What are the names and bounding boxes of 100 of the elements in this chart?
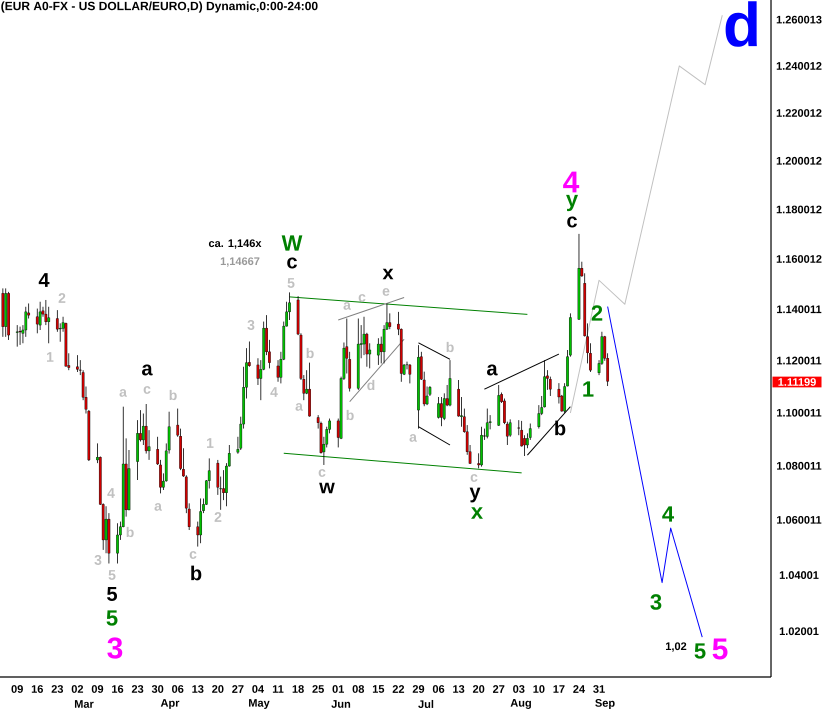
- x-tick-label: 03: [513, 685, 525, 693]
- candlestick: [199, 498, 202, 544]
- text: Apr: [160, 699, 180, 709]
- chart-title: (EUR A0-FX - US DOLLAR/EURO,D) Dynamic,0:00-24:00: [1, 1, 318, 13]
- candlestick: [437, 396, 440, 419]
- annotation: a: [487, 364, 498, 376]
- x-tick-label: 13: [192, 685, 204, 693]
- annotation: a: [344, 302, 351, 310]
- y-tick-label: 1.260013: [776, 16, 822, 24]
- candlestick: [388, 312, 392, 330]
- candlestick: [148, 430, 150, 460]
- annotation: b: [126, 526, 134, 538]
- x-tick-label: 18: [292, 685, 304, 693]
- candlestick: [376, 338, 380, 366]
- annotation: 3: [107, 637, 122, 659]
- annotation: y: [470, 488, 480, 502]
- x-tick-label: 25: [312, 685, 324, 693]
- y-tick-label: 1.160012: [776, 255, 822, 263]
- x-tick-label: 13: [453, 685, 464, 693]
- annotation: c: [470, 474, 478, 482]
- candlestick: [116, 522, 119, 564]
- annotation: a: [296, 403, 303, 411]
- candlestick: [486, 408, 489, 439]
- annotation: e: [382, 288, 390, 296]
- x-tick-label: 22: [392, 685, 404, 693]
- y-tick-label: 1.080011: [777, 462, 822, 470]
- candlestick: [76, 354, 79, 372]
- candlestick: [362, 316, 366, 356]
- annotation: x: [471, 507, 483, 519]
- y-tick-label: 1.220012: [776, 109, 822, 117]
- x-tick-label: 23: [132, 685, 144, 693]
- x-tick-label: 16: [112, 685, 124, 693]
- y-tick-label: 1.02001: [780, 627, 819, 636]
- annotation: 5: [107, 587, 118, 601]
- x-tick-label: 27: [232, 685, 244, 693]
- annotation: 5: [106, 610, 118, 626]
- y-tick-label: 1.180012: [776, 206, 822, 214]
- annotation: 4: [563, 172, 580, 192]
- annotation: d: [726, 1, 757, 47]
- candlestick: [408, 364, 412, 384]
- annotation: 1: [583, 381, 594, 397]
- x-tick-label: 10: [533, 685, 545, 693]
- y-tick-label: 1.140011: [777, 305, 822, 314]
- annotation: a: [410, 434, 417, 442]
- annotation: b: [346, 410, 354, 420]
- annotation: 1: [46, 352, 54, 362]
- annotation: b: [170, 390, 177, 400]
- x-tick-label: 27: [492, 685, 504, 693]
- annotation: W: [282, 235, 302, 251]
- x-tick-label: 23: [52, 685, 64, 693]
- x-tick-label: 29: [412, 685, 424, 693]
- y-tick-label: 1.120011: [777, 356, 822, 364]
- annotation: y: [566, 194, 578, 212]
- annotation: 3: [94, 555, 102, 565]
- text: Jun: [331, 700, 350, 708]
- annotation: 5: [108, 570, 116, 580]
- annotation: 1: [206, 438, 214, 448]
- y-tick-label: 1.100011: [777, 408, 822, 417]
- annotation: 4: [107, 488, 115, 498]
- annotation: c: [287, 258, 297, 268]
- annotation: 3: [247, 320, 254, 330]
- text: 1.11199: [778, 378, 816, 386]
- x-tick-label: 01: [332, 685, 344, 693]
- annotation: 4: [270, 387, 278, 397]
- x-tick-label: 24: [573, 685, 586, 693]
- x-tick-label: 06: [172, 685, 184, 693]
- annotation: 5: [694, 643, 706, 659]
- annotation: 2: [214, 512, 222, 522]
- annotation: a: [120, 389, 127, 397]
- x-tick-label: 09: [92, 685, 104, 693]
- annotation: b: [191, 566, 202, 580]
- x-tick-label: 15: [372, 685, 384, 693]
- y-tick-label: 1.240012: [776, 62, 822, 70]
- annotation: a: [154, 503, 162, 511]
- y-tick-label: 1.04001: [780, 571, 819, 579]
- annotation: c: [567, 216, 577, 228]
- annotation: c: [190, 551, 196, 559]
- annotation: 3: [650, 594, 662, 610]
- text: Aug: [510, 699, 531, 709]
- annotation: 4: [38, 273, 50, 287]
- annotation: x: [382, 268, 394, 280]
- annotation: 5: [712, 638, 728, 660]
- annotation: w: [319, 482, 335, 494]
- text: Mar: [74, 700, 94, 708]
- x-tick-label: 20: [212, 685, 224, 693]
- annotation: ca. 1,146x: [208, 239, 262, 249]
- annotation: c: [358, 294, 366, 302]
- x-tick-label: 11: [272, 685, 284, 693]
- annotation: b: [306, 348, 314, 358]
- x-tick-label: 16: [32, 685, 43, 693]
- x-tick-label: 08: [352, 685, 364, 693]
- line-series: [607, 306, 703, 638]
- annotation: c: [318, 469, 326, 477]
- annotation: 5: [288, 278, 295, 288]
- annotation: d: [367, 380, 374, 390]
- annotation: b: [555, 420, 566, 436]
- x-tick-label: 04: [252, 685, 264, 693]
- annotation: 2: [58, 293, 66, 303]
- x-tick-label: 06: [432, 685, 444, 693]
- x-tick-label: 30: [152, 685, 164, 693]
